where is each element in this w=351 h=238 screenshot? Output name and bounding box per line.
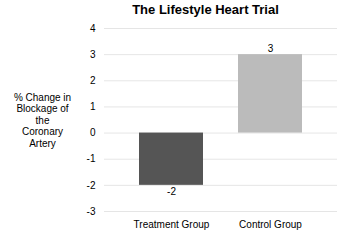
svg-text:3: 3 [268,43,274,54]
svg-text:Control Group: Control Group [239,219,302,230]
svg-text:2: 2 [90,75,96,86]
svg-text:-2: -2 [167,186,176,197]
svg-text:-2: -2 [87,180,96,191]
svg-text:% Change inBlockage oftheCoron: % Change inBlockage oftheCoronaryArtery [14,92,71,149]
svg-text:4: 4 [90,23,96,34]
html-text:The Lifestyle Heart Trial: The Lifestyle Heart Trial [132,2,279,17]
svg-text:3: 3 [90,49,96,60]
svg-text:Treatment Group: Treatment Group [134,219,210,230]
svg-text:0: 0 [90,127,96,138]
svg-text:1: 1 [90,101,96,112]
svg-text:-3: -3 [87,206,96,217]
svg-text:-1: -1 [87,153,96,164]
